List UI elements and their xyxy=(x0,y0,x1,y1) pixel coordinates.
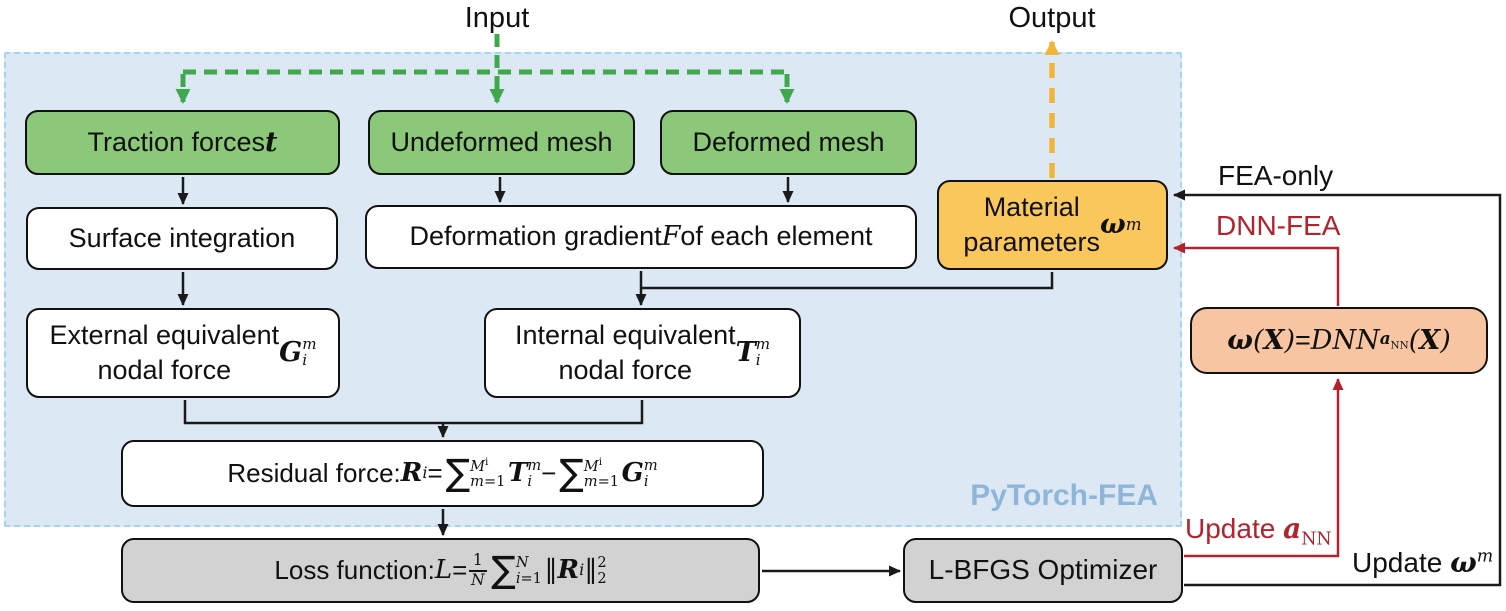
fea-only-label: FEA-only xyxy=(1218,160,1334,191)
undeformed-mesh-box: Undeformed mesh xyxy=(368,110,635,175)
deformation-gradient-box: Deformation gradient F of each element xyxy=(365,205,917,269)
pytorch-fea-label: PyTorch-FEA xyxy=(970,479,1158,512)
deformed-mesh-box: Deformed mesh xyxy=(660,110,917,175)
dnn-fea-label: DNN-FEA xyxy=(1216,210,1341,241)
dnn-to-material-arrow xyxy=(1173,242,1340,306)
dnn-material-model-box: ω(X) = DNN aNN(X) xyxy=(1190,307,1488,374)
input-label: Input xyxy=(464,2,530,34)
update-wm-label: Update ωm xyxy=(1352,546,1494,579)
lbfgs-optimizer-box: L-BFGS Optimizer xyxy=(903,538,1183,603)
surface-integration-box: Surface integration xyxy=(26,207,338,270)
traction-forces-box: Traction forces t xyxy=(25,110,340,175)
output-label: Output xyxy=(1008,2,1096,34)
update-ann-label: Update aNN xyxy=(1185,512,1332,550)
